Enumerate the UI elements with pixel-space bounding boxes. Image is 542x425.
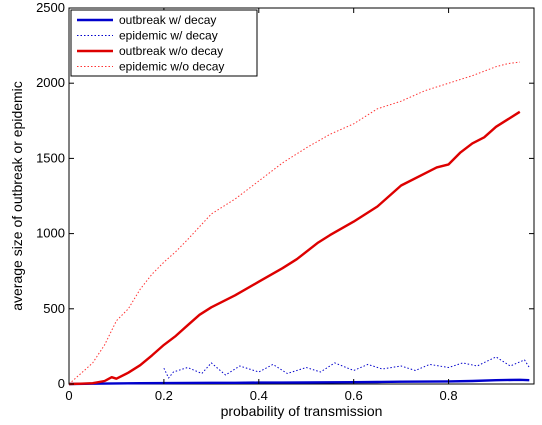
series-line-outbreak-w-o-decay xyxy=(68,110,521,386)
x-tick-label: 0.8 xyxy=(440,388,458,403)
y-tick-label: 0 xyxy=(58,376,65,391)
y-tick-label: 500 xyxy=(43,301,65,316)
legend: outbreak w/ decay epidemic w/ decayoutbre… xyxy=(70,9,258,77)
x-axis-label: probability of transmission xyxy=(221,403,383,419)
y-tick-label: 1500 xyxy=(36,150,65,165)
y-axis-label: average size of outbreak or epidemic xyxy=(9,81,25,311)
y-tick-label: 2500 xyxy=(36,0,65,15)
legend-label: outbreak w/o decay xyxy=(119,44,223,58)
y-tick-label: 2000 xyxy=(36,75,65,90)
x-tick-label: 0 xyxy=(65,388,72,403)
series-line-epidemic-w-o-decay xyxy=(68,61,520,385)
series-line-epidemic-w-decay xyxy=(163,356,530,379)
x-tick-label: 0.6 xyxy=(345,388,363,403)
series-line-outbreak-w-decay xyxy=(68,378,530,386)
legend-label: epidemic w/ decay xyxy=(119,29,218,43)
y-tick-label: 1000 xyxy=(36,226,65,241)
legend-label: epidemic w/o decay xyxy=(119,60,224,74)
tick-layer: 0 0.2 0.4 0.6 0.8 0 500 1000 1500 2000 2500 xyxy=(36,0,534,403)
x-tick-label: 0.4 xyxy=(250,388,268,403)
legend-label: outbreak w/ decay xyxy=(119,13,216,27)
x-tick-label: 0.2 xyxy=(155,388,173,403)
series-layer xyxy=(68,61,530,386)
